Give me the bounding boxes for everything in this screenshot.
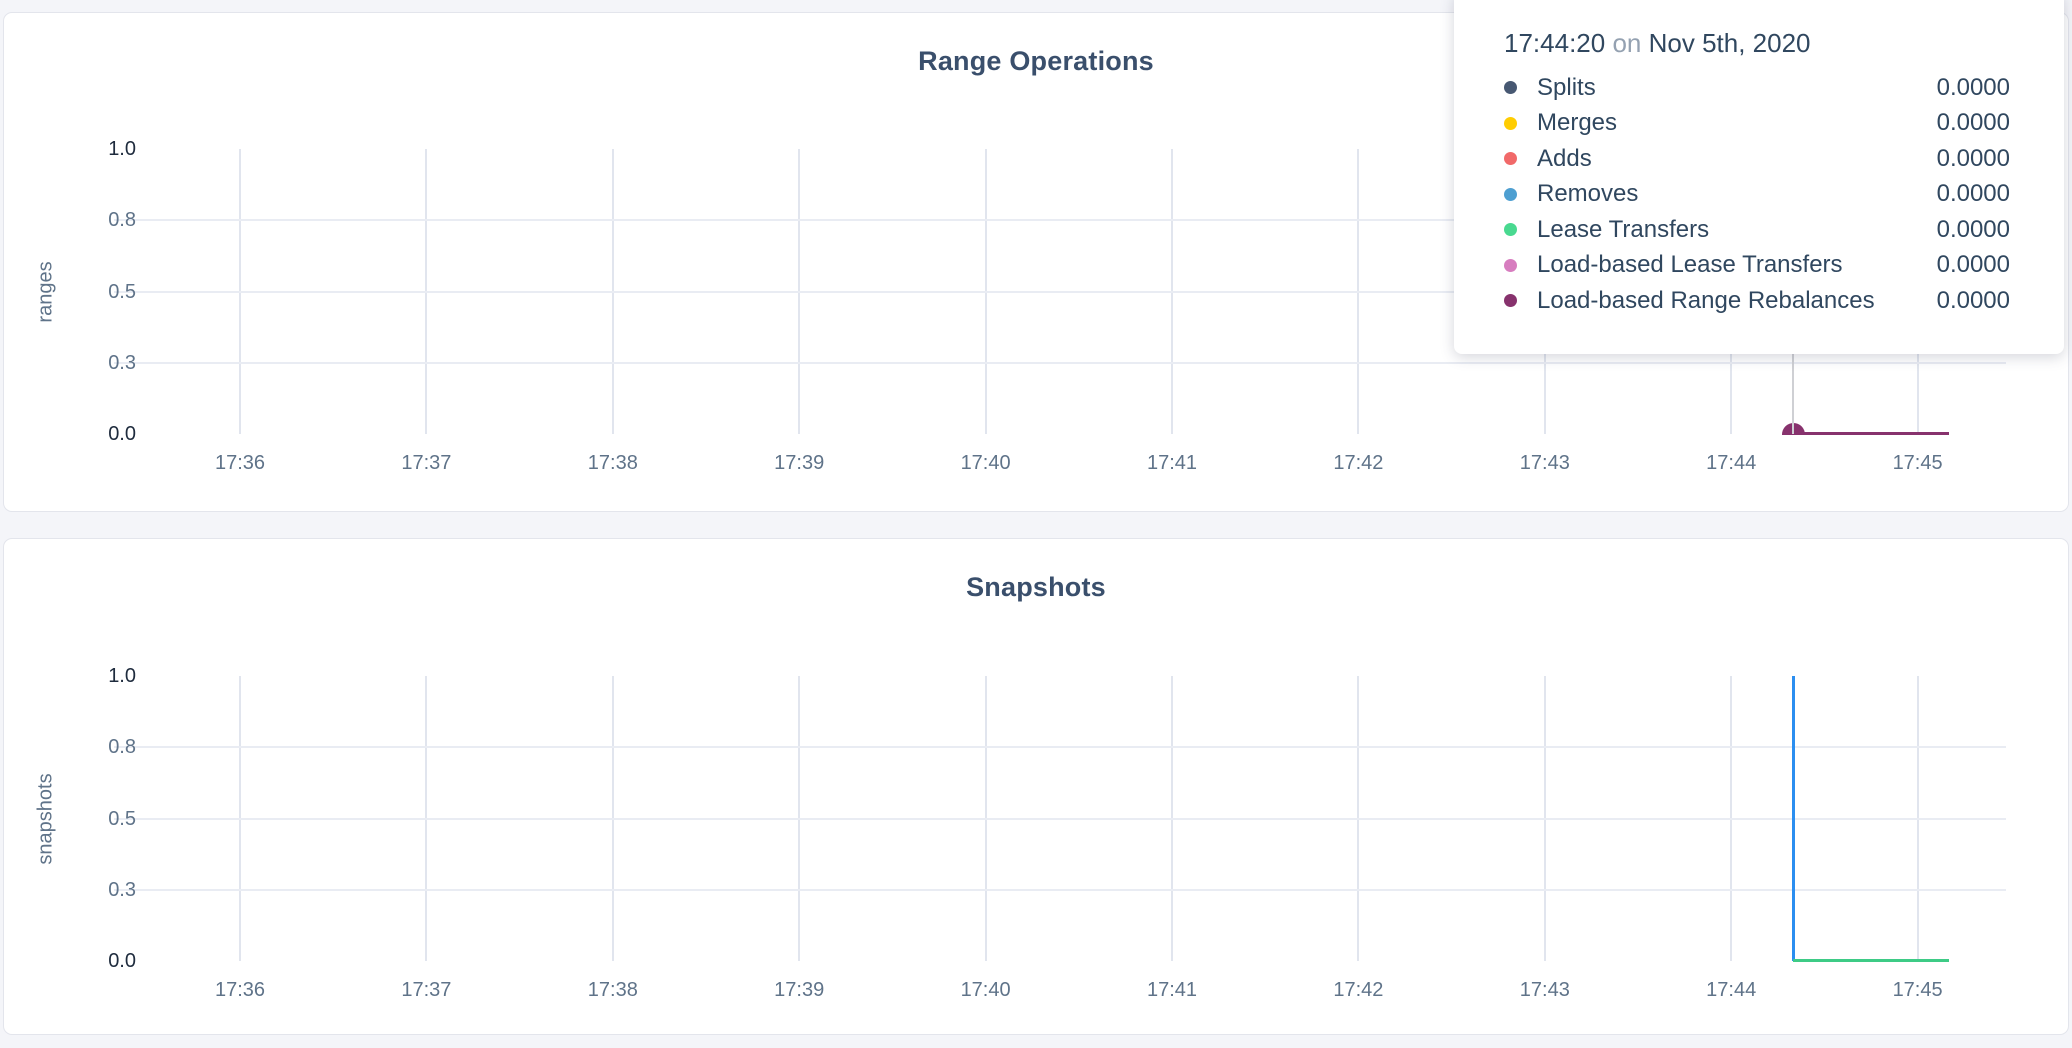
- series-label: Splits: [1537, 73, 1596, 101]
- h-gridline: [114, 361, 2006, 364]
- tooltip-row: Load-based Lease Transfers 0.0000: [1504, 248, 2010, 284]
- chart-hover-tooltip: 17:44:20 on Nov 5th, 2020 Splits 0.0000 Me…: [1454, 0, 2064, 354]
- x-tick-label: 17:45: [1892, 452, 1943, 474]
- y-tick-label: 0.3: [108, 351, 136, 374]
- snapshots-chart-card: Snapshots snapshots 17:36 17:37 17:38 17:39…: [3, 538, 2069, 1035]
- tooltip-row: Load-based Range Rebalances 0.0000: [1504, 283, 2010, 319]
- y-tick-label: 1.0: [108, 665, 136, 687]
- series-color-dot-icon: [1504, 187, 1517, 201]
- series-label: Merges: [1537, 109, 1618, 137]
- tooltip-row: Lease Transfers 0.0000: [1504, 212, 2010, 248]
- chart-title: Snapshots: [966, 572, 1106, 602]
- x-tick-label: 17:36: [214, 979, 266, 1001]
- x-tick-label: 17:40: [960, 979, 1011, 1001]
- x-tick-label: 17:40: [960, 452, 1011, 474]
- tooltip-preposition: on: [1612, 28, 1642, 58]
- h-gridline: [114, 290, 2006, 293]
- tooltip-timestamp: 17:44:20 on Nov 5th, 2020: [1504, 26, 2010, 60]
- x-tick-label: 17:41: [1146, 979, 1198, 1001]
- series-value: 0.0000: [1936, 286, 2010, 314]
- y-tick-label: 0.0: [108, 423, 136, 445]
- tooltip-date: Nov 5th, 2020: [1648, 28, 1811, 58]
- y-tick-label: 1.0: [108, 138, 136, 160]
- y-tick-label: 0.3: [108, 878, 136, 901]
- x-tick-label: 17:39: [774, 452, 825, 474]
- series-value: 0.0000: [1936, 251, 2010, 279]
- series-color-dot-icon: [1504, 152, 1517, 166]
- x-tick-label: 17:44: [1706, 979, 1757, 1001]
- x-tick-label: 17:42: [1333, 979, 1384, 1001]
- x-tick-label: 17:38: [587, 452, 638, 474]
- x-tick-label: 17:42: [1333, 452, 1384, 474]
- tooltip-time: 17:44:20: [1504, 28, 1606, 58]
- y-tick-label: 0.8: [108, 736, 136, 759]
- x-tick-label: 17:37: [401, 979, 452, 1001]
- h-gridline: [114, 219, 2006, 222]
- h-gridline: [114, 746, 2006, 749]
- series-line: [1793, 958, 1949, 962]
- y-tick-label: 0.0: [108, 950, 136, 972]
- series-value: 0.0000: [1936, 73, 2010, 101]
- series-label: Removes: [1537, 180, 1639, 208]
- tooltip-row: Merges 0.0000: [1504, 106, 2010, 142]
- series-value: 0.0000: [1936, 109, 2010, 137]
- series-label: Load-based Range Rebalances: [1537, 286, 1875, 314]
- series-color-dot-icon: [1504, 81, 1517, 95]
- x-tick-label: 17:43: [1519, 452, 1570, 474]
- h-gridline: [114, 817, 2006, 820]
- h-gridline: [114, 888, 2006, 891]
- tooltip-legend: Splits 0.0000 Merges 0.0000 Adds 0.0000 Remove…: [1504, 70, 2010, 319]
- series-color-dot-icon: [1504, 223, 1517, 237]
- series-value: 0.0000: [1936, 144, 2010, 172]
- x-tick-label: 17:43: [1519, 979, 1570, 1001]
- x-tick-label: 17:45: [1892, 979, 1943, 1001]
- chart-title: Range Operations: [918, 46, 1154, 76]
- y-tick-label: 0.5: [108, 807, 136, 830]
- x-tick-label: 17:39: [774, 979, 825, 1001]
- tooltip-row: Splits 0.0000: [1504, 70, 2010, 106]
- x-tick-label: 17:36: [214, 452, 266, 474]
- tooltip-row: Adds 0.0000: [1504, 141, 2010, 177]
- series-color-dot-icon: [1504, 294, 1517, 308]
- series-label: Load-based Lease Transfers: [1537, 251, 1843, 279]
- x-tick-label: 17:41: [1146, 452, 1198, 474]
- series-value: 0.0000: [1936, 215, 2010, 243]
- series-label: Adds: [1537, 144, 1592, 172]
- series-line: [1791, 676, 1796, 961]
- y-tick-label: 0.8: [108, 209, 136, 232]
- tooltip-row: Removes 0.0000: [1504, 177, 2010, 213]
- series-line: [1793, 431, 1949, 435]
- plot-area[interactable]: 17:36 17:37 17:38 17:39 17:40 17:41 17:42 17:43…: [4, 539, 2068, 1034]
- series-label: Lease Transfers: [1537, 215, 1710, 243]
- x-tick-label: 17:37: [401, 452, 452, 474]
- x-tick-label: 17:38: [587, 979, 638, 1001]
- x-tick-label: 17:44: [1706, 452, 1757, 474]
- series-color-dot-icon: [1504, 258, 1517, 272]
- series-value: 0.0000: [1936, 180, 2010, 208]
- series-color-dot-icon: [1504, 116, 1517, 130]
- y-tick-label: 0.5: [108, 280, 136, 303]
